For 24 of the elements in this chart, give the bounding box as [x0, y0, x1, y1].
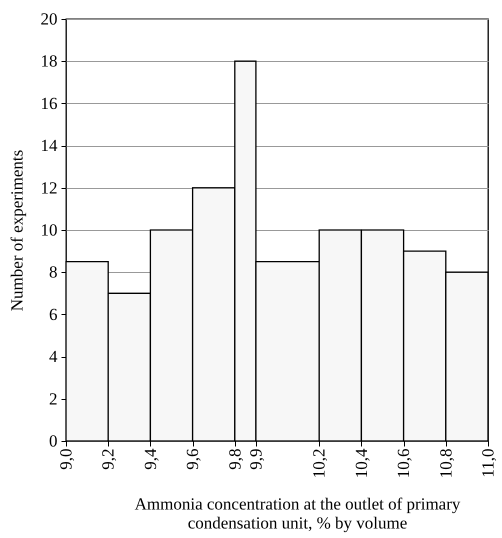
x-tick-label: 9,6: [183, 448, 202, 470]
x-tick-label: 9,8: [225, 448, 244, 470]
x-tick-label: 11,0: [478, 448, 498, 478]
y-tick-label: 4: [49, 347, 58, 366]
y-axis-title: Number of experiments: [8, 150, 26, 312]
y-tick-label: 14: [40, 136, 58, 156]
y-tick-label: 2: [49, 389, 58, 408]
y-tick-label: 16: [40, 94, 58, 113]
x-tick-label: 10,4: [352, 448, 371, 478]
x-tick-label: 9,4: [140, 448, 160, 470]
x-tick-label: 9,9: [246, 448, 266, 470]
x-tick-label: 9,0: [56, 448, 76, 470]
x-tick-label: 9,2: [98, 448, 118, 470]
y-tick-label: 12: [40, 178, 58, 198]
x-tick-label: 10,8: [436, 448, 456, 478]
y-tick-label: 20: [40, 10, 58, 28]
x-tick-label: 10,6: [394, 448, 414, 478]
y-tick-label: 6: [49, 304, 58, 324]
y-tick-label: 10: [40, 220, 58, 240]
y-tick-label: 8: [49, 262, 58, 282]
y-tick-label: 0: [49, 432, 58, 450]
x-axis-title: Ammonia concentration at the outlet of primary condensation unit, % by volume: [134, 494, 461, 532]
x-tick-label: 10,2: [310, 448, 329, 478]
y-tick-label: 18: [40, 52, 58, 71]
